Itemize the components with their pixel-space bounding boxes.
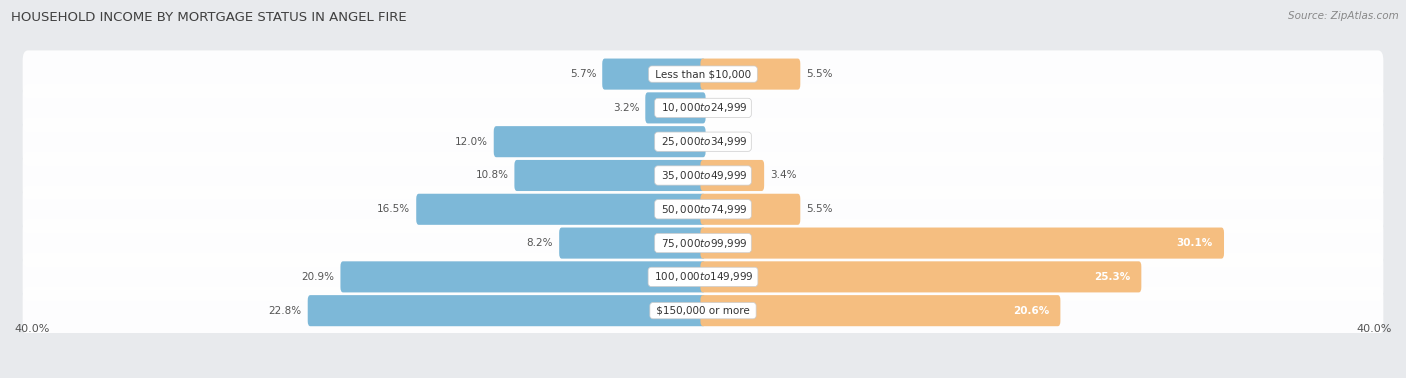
Text: 16.5%: 16.5% [377,204,411,214]
Text: $150,000 or more: $150,000 or more [652,306,754,316]
Text: $50,000 to $74,999: $50,000 to $74,999 [658,203,748,216]
Text: 5.7%: 5.7% [569,69,596,79]
Text: 20.9%: 20.9% [301,272,335,282]
FancyBboxPatch shape [602,59,706,90]
Text: 3.2%: 3.2% [613,103,640,113]
FancyBboxPatch shape [22,287,1384,334]
Text: 5.5%: 5.5% [807,204,832,214]
FancyBboxPatch shape [22,50,1384,98]
FancyBboxPatch shape [700,160,763,191]
Text: 30.1%: 30.1% [1177,238,1213,248]
Text: 12.0%: 12.0% [454,137,488,147]
Text: $100,000 to $149,999: $100,000 to $149,999 [651,270,755,284]
Text: 25.3%: 25.3% [1094,272,1130,282]
Text: 5.5%: 5.5% [807,69,832,79]
FancyBboxPatch shape [494,126,706,157]
FancyBboxPatch shape [416,194,706,225]
FancyBboxPatch shape [700,228,1225,259]
FancyBboxPatch shape [700,295,1060,326]
Text: 20.6%: 20.6% [1012,306,1049,316]
FancyBboxPatch shape [22,219,1384,267]
Text: 3.4%: 3.4% [770,170,797,180]
Text: 8.2%: 8.2% [527,238,553,248]
Text: Less than $10,000: Less than $10,000 [652,69,754,79]
FancyBboxPatch shape [22,186,1384,233]
FancyBboxPatch shape [560,228,706,259]
Text: Source: ZipAtlas.com: Source: ZipAtlas.com [1288,11,1399,21]
Text: 40.0%: 40.0% [1357,324,1392,334]
FancyBboxPatch shape [340,261,706,293]
Text: 10.8%: 10.8% [475,170,509,180]
FancyBboxPatch shape [700,194,800,225]
Text: $35,000 to $49,999: $35,000 to $49,999 [658,169,748,182]
Text: 22.8%: 22.8% [269,306,302,316]
Text: $25,000 to $34,999: $25,000 to $34,999 [658,135,748,148]
FancyBboxPatch shape [700,59,800,90]
FancyBboxPatch shape [22,152,1384,199]
Text: $10,000 to $24,999: $10,000 to $24,999 [658,101,748,115]
FancyBboxPatch shape [515,160,706,191]
FancyBboxPatch shape [22,253,1384,301]
Text: 40.0%: 40.0% [14,324,49,334]
FancyBboxPatch shape [22,118,1384,165]
FancyBboxPatch shape [700,261,1142,293]
FancyBboxPatch shape [308,295,706,326]
FancyBboxPatch shape [22,84,1384,132]
Text: HOUSEHOLD INCOME BY MORTGAGE STATUS IN ANGEL FIRE: HOUSEHOLD INCOME BY MORTGAGE STATUS IN A… [11,11,406,24]
Text: $75,000 to $99,999: $75,000 to $99,999 [658,237,748,249]
FancyBboxPatch shape [645,92,706,124]
